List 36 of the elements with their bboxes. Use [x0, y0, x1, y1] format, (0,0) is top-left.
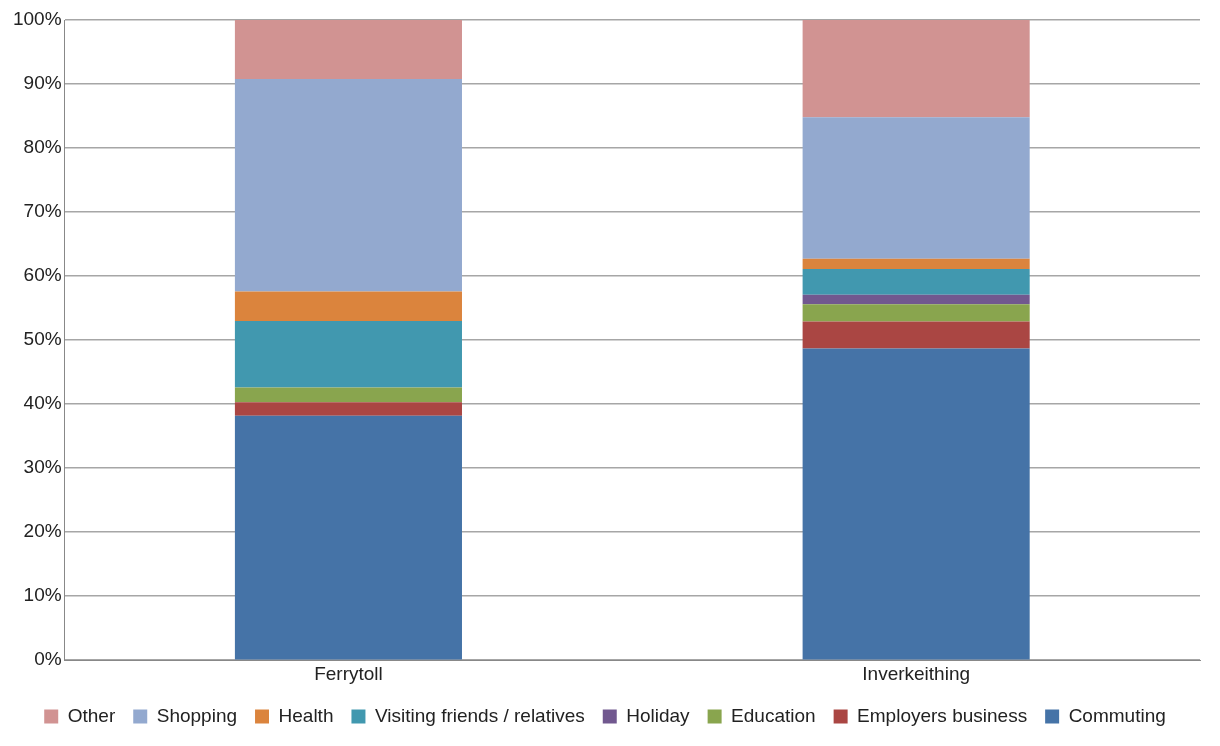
bar [234, 402, 462, 416]
y-tick-label: 0% [34, 648, 62, 670]
y-tick-label: 10% [23, 584, 62, 606]
y-tick-label: 100% [12, 8, 62, 30]
bar [234, 415, 462, 660]
legend-label: Holiday [626, 704, 691, 726]
bar [234, 387, 462, 403]
legend-label: Other [67, 704, 116, 726]
x-tick-label: Inverkeithing [862, 662, 971, 684]
legend-label: Commuting [1068, 704, 1166, 726]
bar [802, 20, 1030, 118]
legend-label: Education [731, 704, 816, 726]
y-tick-label: 70% [23, 200, 62, 222]
legend-label: Health [278, 704, 334, 726]
bar [802, 321, 1030, 349]
y-tick-label: 40% [23, 392, 62, 414]
bar [234, 291, 462, 321]
bar [234, 78, 462, 292]
legend-label: Shopping [156, 704, 238, 726]
bar [802, 117, 1030, 259]
x-tick-label: Ferrytoll [314, 662, 383, 684]
bar [234, 20, 462, 79]
bar [802, 258, 1030, 270]
bar [234, 320, 462, 388]
y-tick-label: 80% [23, 136, 62, 158]
legend-label: Employers business [857, 704, 1028, 726]
y-tick-label: 60% [23, 264, 62, 286]
y-tick-label: 90% [23, 72, 62, 94]
legend-label: Visiting friends / relatives [374, 704, 585, 726]
bar [802, 304, 1030, 322]
bar [802, 269, 1030, 295]
y-tick-label: 30% [23, 456, 62, 478]
bar [802, 348, 1030, 660]
y-tick-label: 20% [23, 520, 62, 542]
bar [802, 294, 1030, 305]
y-tick-label: 50% [23, 328, 62, 350]
